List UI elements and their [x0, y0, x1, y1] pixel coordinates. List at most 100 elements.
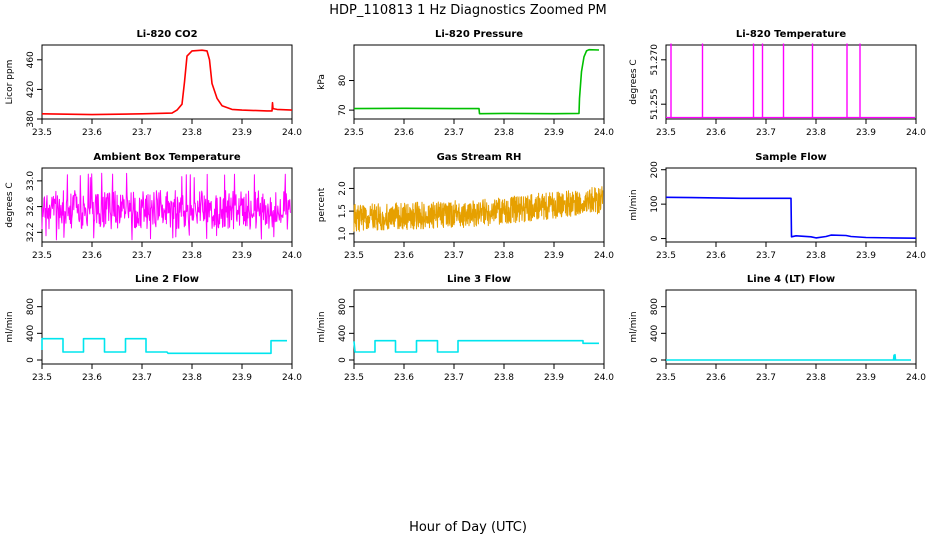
x-tick-label: 23.5: [656, 251, 676, 261]
panel-5: Gas Stream RH 23.5 23.6 23.7 23.8 23.9 24.0 1.0…: [317, 152, 614, 261]
x-tick-label: 23.7: [756, 251, 776, 261]
series-line: [353, 48, 600, 115]
y-tick-label: 70: [338, 104, 348, 116]
x-tick-label: 23.8: [182, 373, 202, 383]
x-tick-label: 24.0: [282, 373, 302, 383]
y-tick-label: 420: [26, 81, 36, 98]
x-tick-label: 23.5: [656, 128, 676, 138]
y-tick-label: 800: [26, 298, 36, 315]
y-tick-label: 800: [338, 298, 348, 315]
x-tick-label: 23.6: [706, 251, 726, 261]
y-axis-label: ml/min: [5, 311, 15, 342]
y-axis-label: degrees C: [5, 182, 15, 227]
series-line: [665, 196, 917, 239]
series-line: [41, 49, 293, 116]
figure-title: HDP_110813 1 Hz Diagnostics Zoomed PM: [329, 3, 607, 18]
y-axis-label: ml/min: [629, 189, 639, 220]
x-tick-label: 24.0: [282, 128, 302, 138]
x-tick-label: 23.7: [132, 128, 152, 138]
x-tick-label: 23.8: [806, 128, 826, 138]
panel-title: Li-820 CO2: [136, 29, 197, 40]
y-tick-label: 0: [650, 357, 660, 363]
series-line: [41, 172, 292, 241]
plot-frame: [353, 289, 605, 365]
x-tick-label: 24.0: [594, 128, 614, 138]
x-tick-label: 23.9: [544, 373, 564, 383]
x-tick-label: 23.8: [494, 373, 514, 383]
panel-9: Line 4 (LT) Flow 23.5 23.6 23.7 23.8 23.9 24.0…: [629, 274, 926, 383]
x-tick-label: 23.7: [132, 373, 152, 383]
panel-title: Line 4 (LT) Flow: [747, 274, 835, 285]
x-tick-label: 23.7: [132, 251, 152, 261]
y-tick-label: 200: [650, 161, 660, 178]
y-tick-label: 800: [650, 298, 660, 315]
plot-frame: [665, 44, 917, 120]
panel-title: Sample Flow: [755, 152, 827, 163]
x-tick-label: 23.6: [706, 128, 726, 138]
panel-title: Line 2 Flow: [135, 274, 199, 285]
x-tick-label: 23.5: [344, 373, 364, 383]
x-tick-label: 23.7: [444, 128, 464, 138]
series-line: [353, 339, 599, 353]
plot-frame: [353, 44, 605, 120]
x-tick-label: 23.9: [856, 373, 876, 383]
x-tick-label: 24.0: [282, 251, 302, 261]
x-tick-label: 23.8: [494, 128, 514, 138]
y-tick-label: 380: [26, 110, 36, 127]
x-tick-label: 23.8: [494, 251, 514, 261]
x-tick-label: 23.7: [756, 128, 776, 138]
y-tick-label: 460: [26, 51, 36, 68]
x-tick-label: 23.9: [544, 251, 564, 261]
series-line: [353, 186, 604, 232]
x-tick-label: 23.5: [344, 128, 364, 138]
series-line: [41, 337, 287, 355]
y-axis-label: ml/min: [629, 311, 639, 342]
plot-frame: [41, 289, 293, 365]
x-tick-label: 23.6: [394, 128, 414, 138]
panel-8: Line 3 Flow 23.5 23.6 23.7 23.8 23.9 24.0 0 400 8…: [317, 274, 614, 383]
y-tick-label: 400: [338, 324, 348, 341]
x-tick-label: 24.0: [906, 128, 926, 138]
x-tick-label: 23.9: [232, 251, 252, 261]
panel-title: Gas Stream RH: [437, 152, 522, 163]
y-tick-label: 400: [26, 324, 36, 341]
panel-1: Li-820 CO2 23.5 23.6 23.7 23.8 23.9 24.0 380 420…: [5, 29, 302, 138]
panel-6: Sample Flow 23.5 23.6 23.7 23.8 23.9 24.0 0 100 2…: [629, 152, 926, 261]
x-tick-label: 23.8: [806, 373, 826, 383]
x-tick-label: 23.5: [656, 373, 676, 383]
x-tick-label: 23.9: [232, 128, 252, 138]
x-tick-label: 23.8: [182, 128, 202, 138]
x-tick-label: 23.9: [232, 373, 252, 383]
x-tick-label: 23.7: [756, 373, 776, 383]
x-tick-label: 23.8: [806, 251, 826, 261]
y-tick-label: 1.0: [338, 226, 348, 241]
plot-frame: [41, 167, 293, 243]
panel-2: Li-820 Pressure 23.5 23.6 23.7 23.8 23.9 24.0 7…: [317, 29, 614, 138]
x-tick-label: 23.6: [706, 373, 726, 383]
y-tick-label: 32.2: [26, 222, 36, 242]
x-tick-label: 23.6: [394, 251, 414, 261]
x-tick-label: 24.0: [906, 251, 926, 261]
plot-frame: [41, 44, 293, 120]
x-tick-label: 23.6: [82, 373, 102, 383]
panel-title: Li-820 Pressure: [435, 29, 523, 40]
plot-frame: [665, 167, 917, 243]
x-tick-label: 23.5: [32, 373, 52, 383]
panel-title: Li-820 Temperature: [736, 29, 846, 40]
x-tick-label: 23.5: [32, 128, 52, 138]
y-tick-label: 0: [338, 357, 348, 363]
y-tick-label: 80: [338, 75, 348, 87]
plot-frame: [665, 289, 917, 365]
y-tick-label: 33.0: [26, 171, 36, 191]
y-tick-label: 2.0: [338, 181, 348, 196]
x-tick-label: 24.0: [594, 373, 614, 383]
panel-title: Line 3 Flow: [447, 274, 511, 285]
y-axis-label: kPa: [317, 74, 327, 90]
y-tick-label: 32.6: [26, 196, 36, 216]
x-tick-label: 23.6: [82, 251, 102, 261]
x-tick-label: 24.0: [594, 251, 614, 261]
figure-x-axis-label: Hour of Day (UTC): [409, 520, 527, 535]
x-tick-label: 23.7: [444, 373, 464, 383]
panel-title: Ambient Box Temperature: [93, 152, 240, 163]
